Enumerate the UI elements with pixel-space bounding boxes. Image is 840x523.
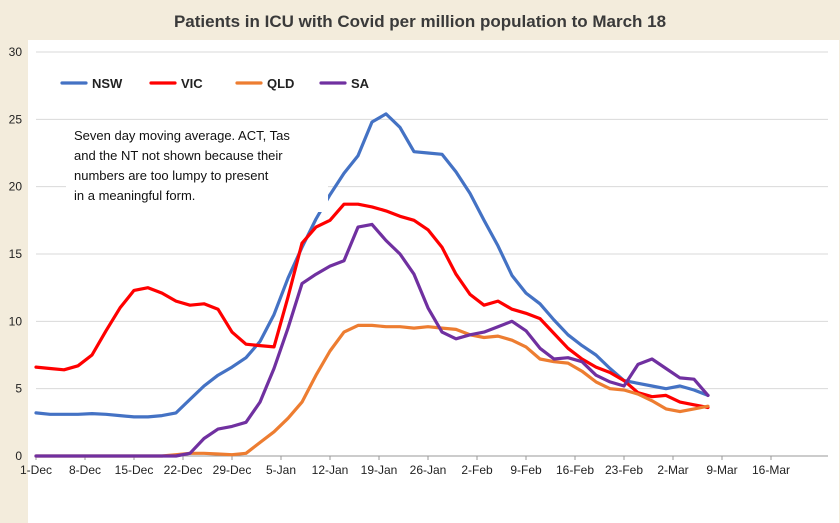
x-tick-label: 1-Dec — [20, 463, 52, 477]
x-tick-label: 9-Feb — [510, 463, 542, 477]
y-tick-label: 15 — [9, 247, 23, 261]
x-tick-label: 5-Jan — [266, 463, 296, 477]
x-tick-label: 15-Dec — [115, 463, 154, 477]
y-tick-label: 20 — [9, 180, 23, 194]
x-tick-label: 9-Mar — [706, 463, 737, 477]
x-tick-label: 26-Jan — [410, 463, 447, 477]
legend-label-sa: SA — [351, 76, 370, 91]
legend-label-vic: VIC — [181, 76, 203, 91]
x-tick-label: 8-Dec — [69, 463, 101, 477]
x-tick-label: 16-Feb — [556, 463, 594, 477]
annotation-line: in a meaningful form. — [74, 188, 195, 203]
x-tick-label: 16-Mar — [752, 463, 790, 477]
legend-label-qld: QLD — [267, 76, 294, 91]
y-tick-label: 30 — [9, 45, 23, 59]
annotation: Seven day moving average. ACT, Tas and th… — [66, 120, 328, 212]
x-tick-label: 29-Dec — [213, 463, 252, 477]
annotation-background — [66, 120, 328, 212]
series-vic — [34, 202, 710, 410]
annotation-line: numbers are too lumpy to present — [74, 168, 269, 183]
annotation-line: Seven day moving average. ACT, Tas — [74, 128, 290, 143]
legend: NSW VIC QLD SA — [60, 76, 370, 91]
y-tick-label: 10 — [9, 314, 23, 328]
x-tick-label: 2-Mar — [657, 463, 688, 477]
axes: 0 5 10 15 20 25 30 1-Dec 8-Dec 15-Dec 22-Dec 29-Dec… — [9, 45, 790, 477]
annotation-line: and the NT not shown because their — [74, 148, 283, 163]
x-tick-label: 2-Feb — [461, 463, 493, 477]
plot-area-background — [28, 40, 839, 523]
x-tick-label: 23-Feb — [605, 463, 643, 477]
y-tick-label: 0 — [15, 449, 22, 463]
series-sa — [34, 222, 710, 458]
y-tick-label: 5 — [15, 382, 22, 396]
series-lines — [34, 112, 710, 458]
legend-label-nsw: NSW — [92, 76, 123, 91]
y-tick-label: 25 — [9, 112, 23, 126]
x-tick-label: 22-Dec — [164, 463, 203, 477]
x-tick-label: 12-Jan — [312, 463, 349, 477]
chart-title: Patients in ICU with Covid per million p… — [174, 12, 666, 31]
x-tick-label: 19-Jan — [361, 463, 398, 477]
